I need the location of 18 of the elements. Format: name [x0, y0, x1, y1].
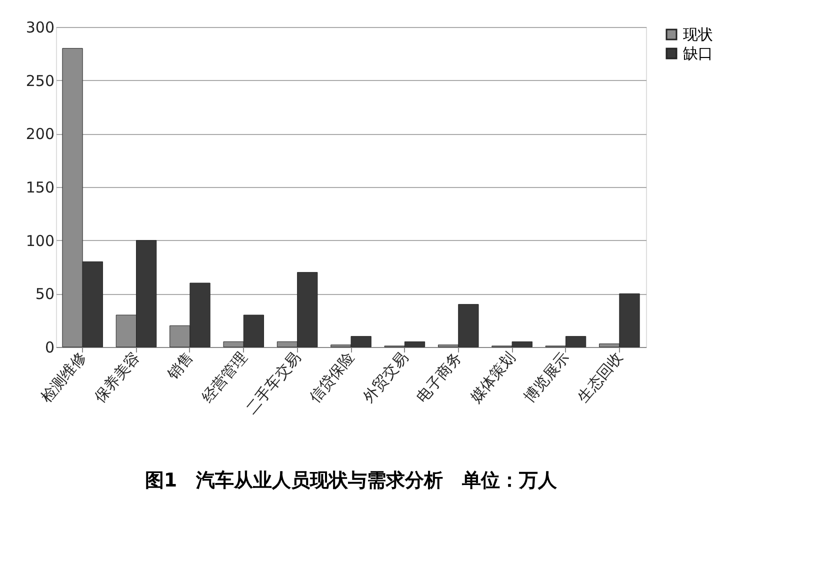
- x-tick-label: 生态回收: [574, 348, 626, 406]
- y-tick-label: 200: [26, 125, 54, 144]
- y-tick-label: 250: [26, 72, 54, 90]
- x-tick-label: 博览展示: [520, 348, 573, 406]
- x-tick-label: 销售: [163, 348, 197, 384]
- x-tick-label: 外贸交易: [359, 348, 412, 406]
- y-tick-label: 0: [44, 338, 54, 356]
- legend-label: 缺口: [683, 44, 713, 62]
- x-tick-label: 保养美容: [90, 348, 144, 406]
- legend-label: 现状: [683, 26, 713, 44]
- x-tick-label: 信贷保险: [306, 348, 358, 406]
- y-tick-label: 50: [35, 285, 54, 304]
- y-tick-label: 300: [26, 18, 54, 36]
- y-tick-label: 150: [26, 178, 54, 196]
- x-tick-label: 媒体策划: [466, 348, 519, 406]
- x-tick-label: 电子商务: [412, 348, 466, 406]
- y-tick-label: 100: [26, 232, 54, 250]
- caption: 图1 汽车从业人员现状与需求分析 单位：万人: [144, 470, 558, 492]
